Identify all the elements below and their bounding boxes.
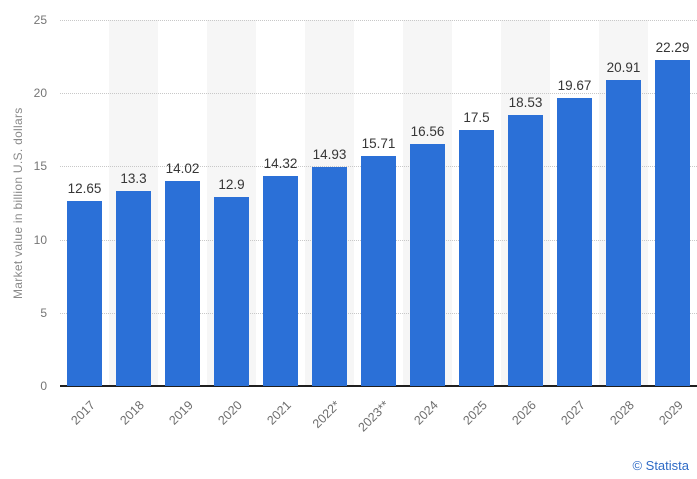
x-tick-label-2027: 2027	[557, 398, 588, 428]
bar-2023**[interactable]	[361, 156, 396, 386]
bar-value-label: 15.71	[361, 136, 396, 151]
x-tick-label-2024: 2024	[410, 398, 441, 428]
x-tick-label-2022*: 2022*	[309, 398, 343, 432]
bar-value-label: 17.5	[463, 109, 490, 125]
x-tick-label-2025: 2025	[459, 398, 490, 428]
bar-2019[interactable]	[165, 180, 200, 386]
y-tick-label: 25	[33, 13, 47, 27]
y-tick-label: 5	[40, 305, 47, 320]
x-tick-label-2019: 2019	[165, 398, 196, 428]
bar-2020[interactable]	[214, 197, 249, 386]
bar-2017[interactable]	[67, 200, 102, 386]
gridline	[60, 93, 697, 95]
x-tick-label-2026: 2026	[508, 398, 539, 428]
bar-2021[interactable]	[263, 176, 298, 386]
bar-value-label: 12.9	[218, 177, 245, 193]
bar-value-label: 18.53	[508, 94, 543, 110]
bar-2028[interactable]	[606, 79, 641, 386]
bar-2024[interactable]	[410, 143, 445, 386]
bar-value-label: 12.65	[67, 180, 102, 196]
y-tick-label: 20	[33, 86, 47, 101]
x-axis-line	[60, 385, 697, 387]
x-tick-label-2018: 2018	[116, 398, 147, 428]
bar-value-label: 14.93	[312, 147, 347, 163]
bar-value-label: 13.3	[120, 171, 147, 187]
bar-2022*[interactable]	[312, 167, 347, 386]
statista-credit-link[interactable]: © Statista	[632, 458, 689, 473]
x-tick-label-2029: 2029	[655, 398, 686, 428]
x-tick-label-2023**: 2023**	[354, 398, 392, 435]
gridline	[60, 20, 697, 21]
bar-value-label: 16.56	[410, 123, 445, 139]
plot-area: 12.65 13.3 14.02 12.9 14.32 14.93 15.71 16.56 17…	[60, 20, 697, 387]
bar-2018[interactable]	[116, 191, 151, 386]
y-tick-label: 15	[33, 159, 47, 174]
bar-value-label: 14.02	[165, 160, 200, 176]
bar-value-label: 20.91	[606, 59, 641, 75]
x-tick-label-2028: 2028	[606, 398, 637, 428]
y-axis-title: Market value in billion U.S. dollars	[11, 107, 25, 299]
bar-2026[interactable]	[508, 114, 543, 386]
bar-value-label: 19.67	[557, 78, 592, 93]
bar-value-label: 22.29	[655, 39, 690, 55]
x-tick-label-2020: 2020	[214, 398, 245, 428]
bar-2029[interactable]	[655, 59, 690, 386]
x-tick-label-2021: 2021	[263, 398, 294, 428]
bar-value-label: 14.32	[263, 156, 298, 172]
y-tick-label: 10	[33, 232, 47, 247]
x-tick-label-2017: 2017	[67, 398, 98, 428]
y-tick-label: 0	[40, 379, 47, 393]
bar-2027[interactable]	[557, 98, 592, 386]
bar-2025[interactable]	[459, 129, 494, 386]
